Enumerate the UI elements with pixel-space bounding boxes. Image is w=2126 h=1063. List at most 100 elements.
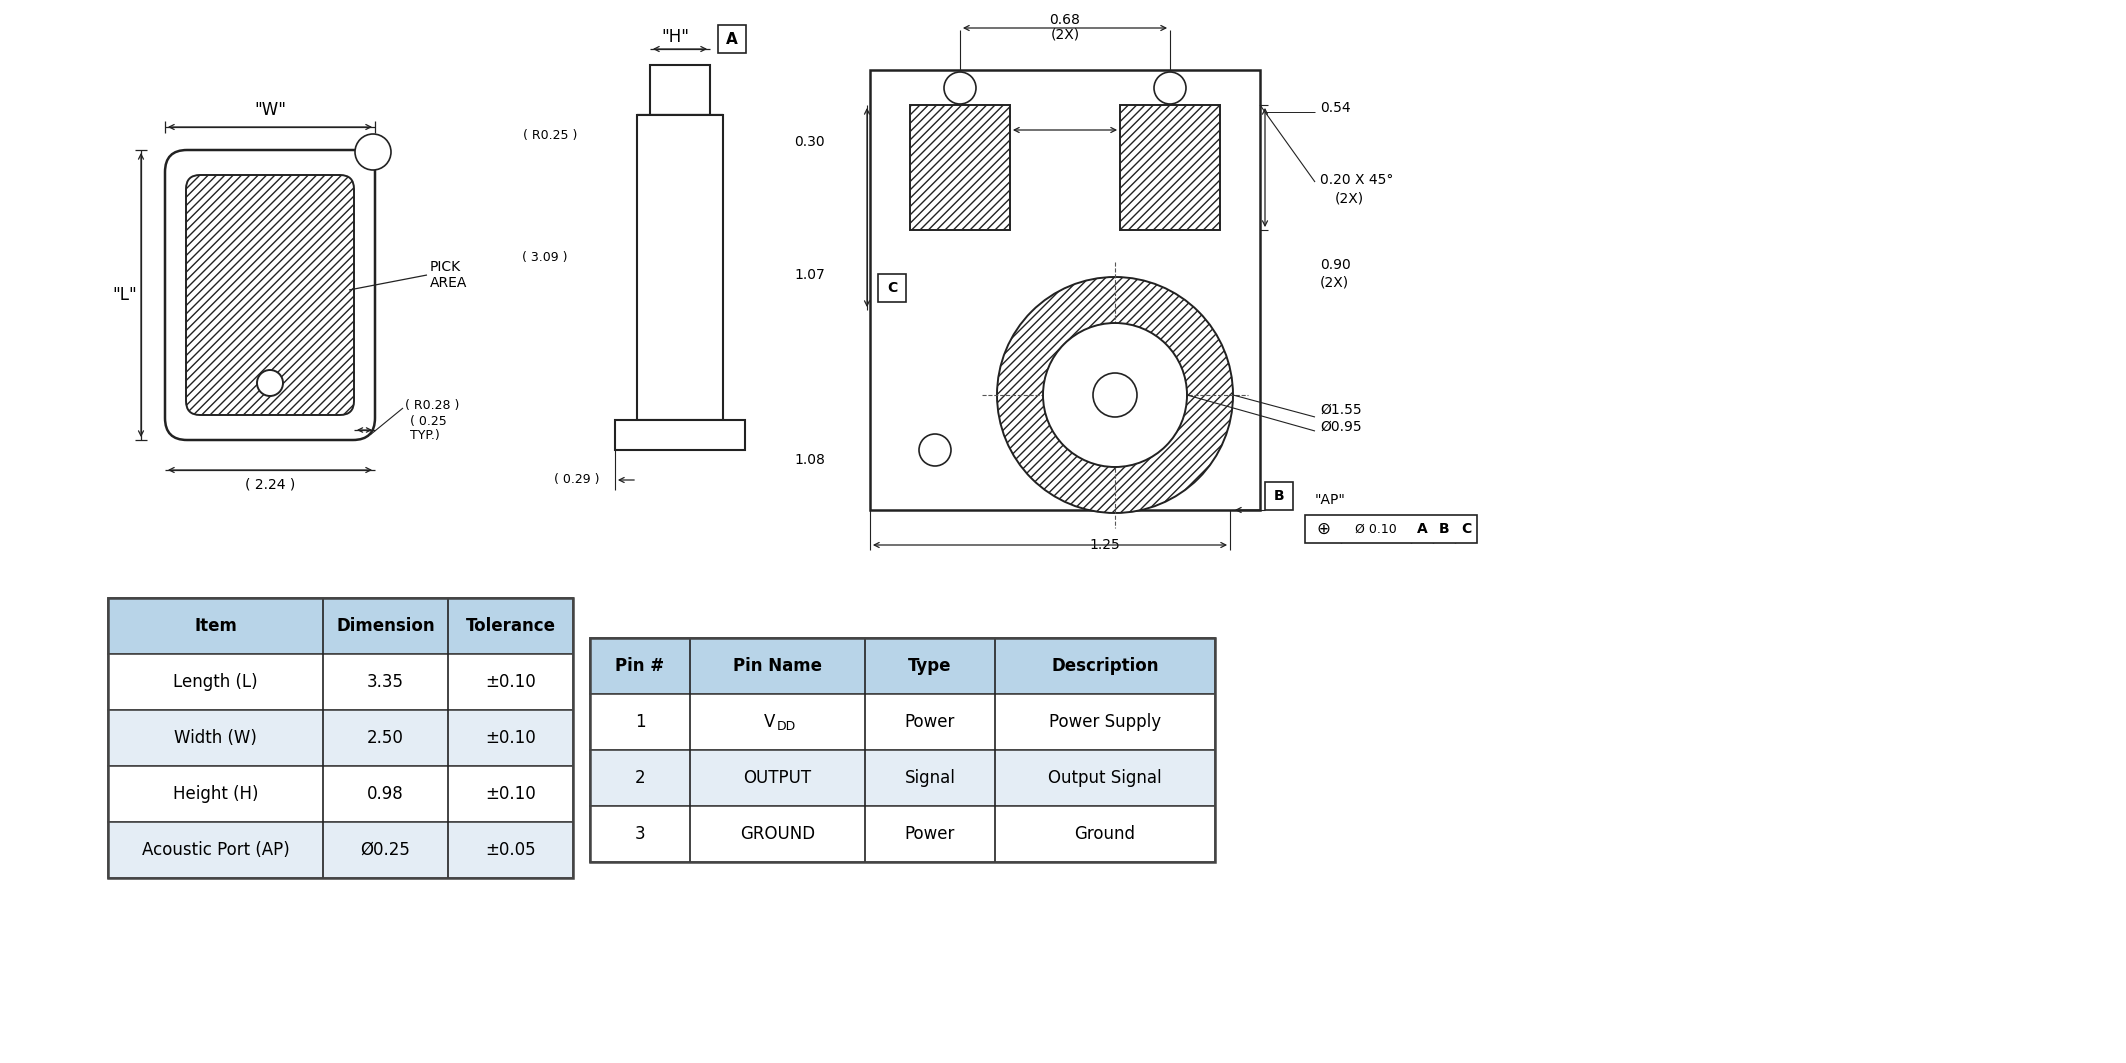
Text: GROUND: GROUND — [740, 825, 814, 843]
Text: ±0.10: ±0.10 — [485, 729, 536, 747]
Text: AREA: AREA — [429, 276, 468, 290]
Bar — [108, 598, 574, 878]
Text: Type: Type — [908, 657, 952, 675]
Bar — [108, 710, 574, 766]
Text: Power Supply: Power Supply — [1048, 713, 1161, 731]
Text: (2X): (2X) — [1335, 191, 1365, 205]
Bar — [591, 638, 1214, 862]
Bar — [910, 105, 1010, 230]
Text: 2: 2 — [636, 769, 646, 787]
Text: Ø0.25: Ø0.25 — [361, 841, 410, 859]
Circle shape — [918, 434, 950, 466]
Text: 0.68: 0.68 — [1050, 13, 1080, 27]
Text: Tolerance: Tolerance — [466, 617, 555, 635]
Text: ( 0.25: ( 0.25 — [410, 416, 446, 428]
Bar — [719, 26, 746, 53]
Bar — [638, 115, 723, 420]
Text: 0.98: 0.98 — [368, 784, 404, 803]
Text: C: C — [887, 281, 897, 296]
Text: Ø1.55: Ø1.55 — [1320, 403, 1361, 417]
Bar — [614, 420, 744, 450]
Text: ±0.10: ±0.10 — [485, 673, 536, 691]
Text: 2: 2 — [1165, 81, 1174, 95]
Bar — [1265, 482, 1293, 510]
Text: 3: 3 — [636, 825, 646, 843]
Text: Ground: Ground — [1074, 825, 1135, 843]
Text: A: A — [727, 32, 738, 47]
Text: Pin Name: Pin Name — [733, 657, 823, 675]
Text: Signal: Signal — [904, 769, 955, 787]
FancyBboxPatch shape — [166, 150, 374, 440]
Bar — [591, 694, 1214, 750]
Text: Item: Item — [193, 617, 236, 635]
Text: Dimension: Dimension — [336, 617, 436, 635]
Text: Power: Power — [906, 713, 955, 731]
Text: 1.07: 1.07 — [795, 268, 825, 282]
Text: 1.25: 1.25 — [1091, 538, 1120, 552]
Bar — [591, 750, 1214, 806]
Bar — [591, 638, 1214, 694]
Text: 0.90: 0.90 — [1320, 258, 1350, 272]
Text: "AP": "AP" — [1316, 493, 1346, 507]
Text: ( 3.09 ): ( 3.09 ) — [521, 251, 568, 264]
Text: DD: DD — [776, 721, 795, 733]
Text: (2X): (2X) — [1050, 27, 1080, 41]
Text: ( R0.25 ): ( R0.25 ) — [523, 129, 576, 141]
Text: 2.50: 2.50 — [368, 729, 404, 747]
Text: C: C — [1461, 522, 1471, 536]
Circle shape — [944, 72, 976, 104]
Text: (2X): (2X) — [1320, 276, 1350, 290]
Bar — [878, 274, 906, 302]
Text: TYP.): TYP.) — [410, 429, 440, 442]
Text: "H": "H" — [661, 28, 689, 46]
Bar — [870, 70, 1261, 510]
Bar — [108, 766, 574, 822]
Text: 3: 3 — [931, 443, 940, 457]
Text: Pin #: Pin # — [614, 657, 665, 675]
Bar — [108, 598, 574, 654]
Text: Length (L): Length (L) — [172, 673, 257, 691]
Text: ( R0.28 ): ( R0.28 ) — [404, 399, 459, 411]
Circle shape — [257, 370, 283, 396]
Text: 1: 1 — [368, 145, 378, 159]
Circle shape — [1093, 373, 1137, 417]
Bar — [591, 806, 1214, 862]
Circle shape — [997, 277, 1233, 513]
Text: Ø 0.10: Ø 0.10 — [1354, 523, 1397, 536]
Text: OUTPUT: OUTPUT — [744, 769, 812, 787]
Text: PICK: PICK — [429, 260, 461, 274]
Text: Ø0.95: Ø0.95 — [1320, 420, 1361, 434]
Text: ⊕: ⊕ — [1316, 520, 1331, 538]
Bar — [1120, 105, 1220, 230]
Text: ±0.05: ±0.05 — [485, 841, 536, 859]
Text: V: V — [763, 713, 776, 731]
Text: Acoustic Port (AP): Acoustic Port (AP) — [142, 841, 289, 859]
Text: ( 2.24 ): ( 2.24 ) — [244, 478, 296, 492]
Circle shape — [1044, 323, 1186, 467]
Bar — [108, 654, 574, 710]
Text: 0.54: 0.54 — [1320, 101, 1350, 115]
Text: Height (H): Height (H) — [172, 784, 257, 803]
Text: A: A — [1416, 522, 1427, 536]
Text: ( 0.29 ): ( 0.29 ) — [555, 473, 600, 487]
Text: "L": "L" — [113, 286, 138, 304]
Text: 1: 1 — [955, 81, 965, 95]
Bar — [108, 822, 574, 878]
Circle shape — [1154, 72, 1186, 104]
Text: Description: Description — [1050, 657, 1159, 675]
Bar — [651, 65, 710, 115]
FancyBboxPatch shape — [185, 175, 355, 415]
Circle shape — [355, 134, 391, 170]
Text: 1: 1 — [636, 713, 646, 731]
Text: ±0.10: ±0.10 — [485, 784, 536, 803]
Text: B: B — [1273, 489, 1284, 503]
Text: Width (W): Width (W) — [174, 729, 257, 747]
Text: 0.20 X 45°: 0.20 X 45° — [1320, 173, 1393, 187]
Text: 3.35: 3.35 — [368, 673, 404, 691]
Bar — [1305, 514, 1478, 543]
Text: "W": "W" — [253, 101, 287, 119]
Text: 0.30: 0.30 — [795, 135, 825, 149]
Text: Power: Power — [906, 825, 955, 843]
Text: Output Signal: Output Signal — [1048, 769, 1161, 787]
Text: B: B — [1439, 522, 1450, 536]
